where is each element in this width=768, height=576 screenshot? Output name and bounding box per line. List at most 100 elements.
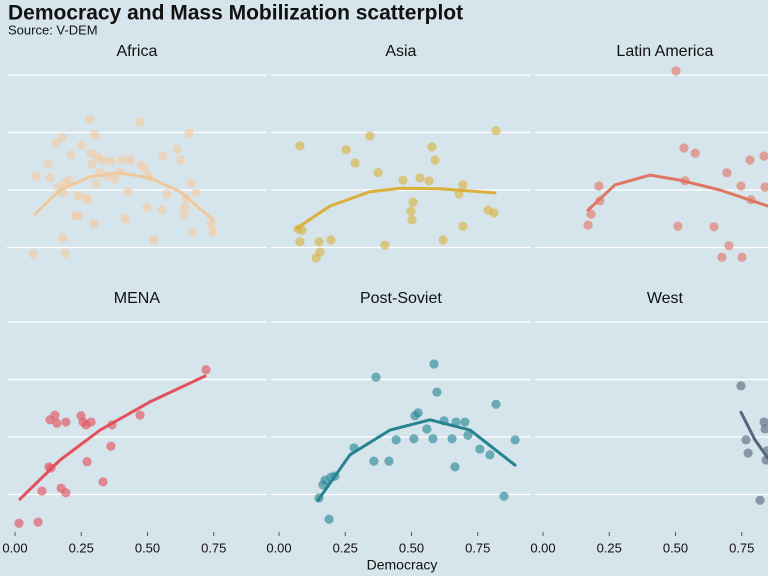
point [206,219,216,229]
point [191,188,201,198]
x-tick-label: 0.75 [201,540,226,555]
panel: MENA 0.00 0.25 0.50 0.75 [2,290,267,555]
point [413,408,423,418]
point [407,215,417,225]
point [736,381,746,391]
x-tick-label: 0.25 [69,540,94,555]
point [671,66,681,76]
x-tick-label: 0.00 [266,540,291,555]
trend-line [739,410,768,460]
point [463,430,473,440]
point [373,168,383,178]
point [391,435,401,445]
point [14,518,24,528]
panel-title: Post-Soviet [360,290,442,307]
plot-area [14,365,211,528]
point [176,155,186,165]
point [86,148,96,158]
x-tick-label: 0.25 [333,540,358,555]
point [679,143,689,153]
point [510,435,520,445]
point [760,424,768,434]
point [491,126,501,136]
panel-title: Africa [116,43,157,60]
point [475,444,485,454]
point [106,441,116,451]
point [157,205,167,215]
point [458,180,468,190]
point [90,130,100,140]
point [295,237,305,247]
point [447,434,457,444]
point [406,206,416,216]
point [295,141,305,151]
point [201,365,211,375]
chart-subtitle: Source: V-DEM [8,22,98,37]
panel: West 0.00 0.25 0.50 0.75 [530,290,768,555]
point [380,240,390,250]
point [120,214,130,224]
point [743,448,753,458]
point [673,221,683,231]
point [172,144,182,154]
point [64,175,74,185]
point [409,434,419,444]
panel-title: Latin America [616,43,713,60]
panel-title: Asia [385,43,416,60]
point [745,155,755,165]
point [583,220,593,230]
point [741,435,751,445]
point [722,168,732,178]
plot-area [28,114,218,259]
trend-line [295,186,497,230]
panel: Latin America [535,43,768,262]
point [188,227,198,237]
chart-title: Democracy and Mass Mobilization scatterp… [8,2,463,25]
point [117,155,127,165]
point [450,462,460,472]
point [499,491,509,501]
point [82,457,92,467]
point [85,114,95,124]
point [28,249,38,259]
point [184,128,194,138]
trend-line [316,418,517,502]
point [755,495,765,505]
point [61,417,71,427]
point [315,247,325,257]
point [179,210,189,220]
point [408,197,418,207]
trend-line [33,171,215,222]
point [98,477,108,487]
point [690,148,700,158]
point [485,450,495,460]
point [140,164,150,174]
point [180,202,190,212]
point [57,132,67,142]
panel: Asia [271,43,531,263]
point [45,173,55,183]
panel-title: West [647,290,684,307]
x-tick-label: 0.00 [2,540,27,555]
point [158,151,168,161]
point [415,173,425,183]
x-tick-label: 0.50 [663,540,688,555]
x-tick-label: 0.25 [597,540,622,555]
point [98,155,108,165]
x-tick-label: 0.75 [465,540,490,555]
x-tick-label: 0.50 [399,540,424,555]
point [759,417,768,427]
point [87,159,97,169]
trend-line [18,374,207,501]
point [491,399,501,409]
point [110,174,120,184]
point [586,209,596,219]
point [61,488,71,498]
point [50,410,60,420]
point [432,387,442,397]
point [369,456,379,466]
plot-area [736,381,768,505]
point [135,117,145,127]
